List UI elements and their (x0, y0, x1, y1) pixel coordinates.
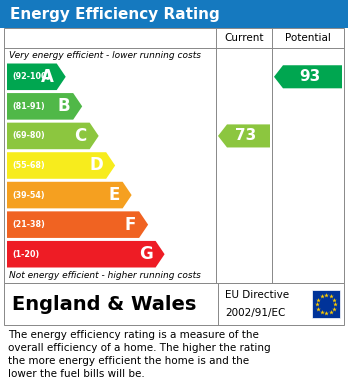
Text: Potential: Potential (285, 33, 331, 43)
Text: Current: Current (224, 33, 264, 43)
Polygon shape (274, 65, 342, 88)
Text: (1-20): (1-20) (12, 250, 39, 259)
Text: 93: 93 (299, 69, 321, 84)
Text: England & Wales: England & Wales (12, 294, 196, 314)
Polygon shape (7, 212, 148, 238)
Polygon shape (218, 124, 270, 147)
Polygon shape (7, 63, 66, 90)
Text: D: D (89, 156, 103, 174)
Text: overall efficiency of a home. The higher the rating: overall efficiency of a home. The higher… (8, 343, 271, 353)
Text: EU Directive: EU Directive (225, 290, 289, 300)
Text: (39-54): (39-54) (12, 190, 45, 199)
Text: G: G (139, 245, 152, 263)
Bar (4, 28, 344, 283)
Polygon shape (7, 123, 99, 149)
Text: The energy efficiency rating is a measure of the: The energy efficiency rating is a measur… (8, 330, 259, 340)
Text: (92-100): (92-100) (12, 72, 50, 81)
Polygon shape (7, 152, 115, 179)
Text: (81-91): (81-91) (12, 102, 45, 111)
Text: F: F (125, 216, 136, 234)
Text: (55-68): (55-68) (12, 161, 45, 170)
Text: A: A (41, 68, 54, 86)
Text: C: C (74, 127, 87, 145)
Polygon shape (7, 182, 132, 208)
Bar (0, 0, 348, 28)
Text: the more energy efficient the home is and the: the more energy efficient the home is an… (8, 356, 249, 366)
Polygon shape (7, 93, 82, 120)
Text: B: B (57, 97, 70, 115)
Text: 2002/91/EC: 2002/91/EC (225, 308, 285, 318)
Text: Not energy efficient - higher running costs: Not energy efficient - higher running co… (9, 271, 201, 280)
Polygon shape (7, 241, 165, 267)
Text: lower the fuel bills will be.: lower the fuel bills will be. (8, 369, 145, 379)
Text: (21-38): (21-38) (12, 220, 45, 229)
Text: Very energy efficient - lower running costs: Very energy efficient - lower running co… (9, 52, 201, 61)
Bar (4, 283, 344, 325)
Text: 73: 73 (235, 128, 256, 143)
Text: (69-80): (69-80) (12, 131, 45, 140)
Bar (312, 290, 340, 318)
Text: Energy Efficiency Rating: Energy Efficiency Rating (10, 7, 220, 22)
Text: E: E (108, 186, 120, 204)
